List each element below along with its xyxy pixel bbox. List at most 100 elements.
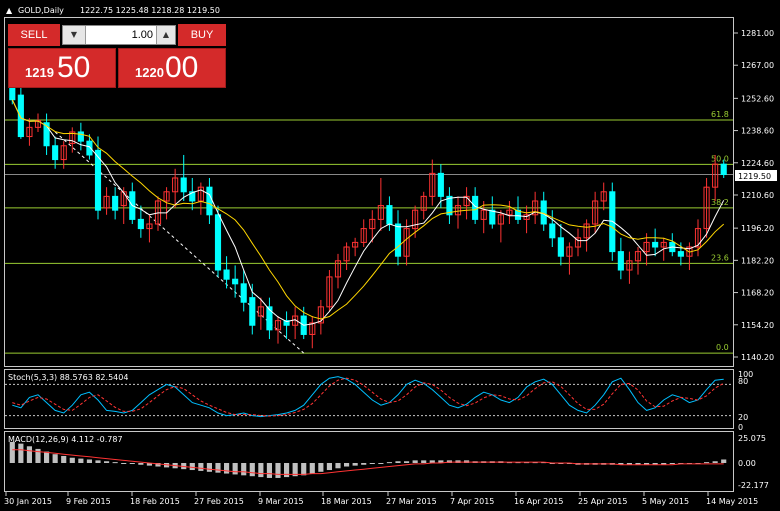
macd-bar [404, 461, 410, 463]
time-axis-label: 18 Mar 2015 [321, 497, 372, 506]
candle-body [549, 223, 556, 239]
candle-body [257, 306, 264, 317]
moving-averages [11, 99, 725, 326]
macd-bar [378, 463, 384, 464]
candle-body [583, 223, 590, 239]
candle-body [643, 241, 650, 253]
macd-bar [721, 459, 727, 463]
candle-body [206, 186, 213, 216]
macd-bar [198, 463, 204, 471]
macd-bar [206, 463, 212, 472]
macd-bar [524, 462, 530, 464]
macd-bar [335, 463, 341, 469]
candle-body [600, 191, 607, 202]
macd-bar [9, 441, 15, 463]
bid-price-button[interactable]: 1219 50 [8, 48, 116, 88]
price-axis-label: 1140.20 [741, 353, 774, 362]
candle-body [446, 195, 453, 216]
macd-bar [712, 461, 718, 463]
lot-size-stepper[interactable]: ▼ ▲ [62, 25, 176, 45]
lot-decrease-icon[interactable]: ▼ [63, 26, 86, 44]
candle-body [317, 306, 324, 324]
candle-body [574, 237, 582, 248]
candle-body [429, 172, 436, 197]
ma-slow-line [11, 99, 725, 320]
candle-body [283, 320, 290, 326]
candle-body [463, 195, 470, 207]
time-axis-label: 30 Jan 2015 [4, 497, 52, 506]
candle-body [137, 218, 144, 230]
price-axis-label: 1238.60 [741, 127, 774, 136]
time-axis-label: 14 May 2015 [706, 497, 758, 506]
macd-bar [669, 463, 675, 464]
macd-bar [361, 463, 367, 465]
candle-body [472, 195, 479, 220]
collapse-arrow-icon[interactable]: ▲ [6, 6, 13, 15]
candle-body [386, 205, 393, 225]
current-price-tag [735, 170, 777, 181]
macd-bar [652, 463, 658, 465]
macd-bar [215, 463, 221, 473]
macd-bar [146, 463, 152, 466]
candle-body [172, 177, 179, 193]
candle-body [334, 260, 342, 278]
macd-bar [421, 460, 427, 463]
macd-bar [61, 455, 67, 463]
ask-price-button[interactable]: 1220 00 [118, 48, 226, 88]
candle-body [617, 251, 624, 271]
macd-signal-line [12, 449, 724, 475]
lot-size-input[interactable] [87, 27, 153, 43]
macd-bar [326, 463, 332, 471]
main-panel[interactable] [4, 17, 734, 367]
price-axis-label: 1168.20 [741, 289, 774, 298]
candle-body [592, 200, 599, 225]
stochastic-lines [5, 376, 733, 418]
candle-body [660, 241, 667, 248]
candle-body [352, 241, 359, 248]
candle-body [343, 246, 350, 262]
buy-button[interactable]: BUY [178, 24, 226, 46]
macd-bar [541, 462, 547, 464]
candle-body [514, 209, 522, 220]
candle-body [394, 223, 402, 257]
macd-bar [429, 460, 435, 463]
fibonacci-retracement[interactable]: 61.8 50.0 38.2 23.6 0.0 [5, 110, 733, 354]
candle-body [52, 145, 59, 161]
candle-body [634, 251, 642, 262]
macd-bar [258, 463, 264, 478]
lot-increase-icon[interactable]: ▲ [156, 26, 175, 44]
macd-bar [78, 458, 84, 463]
ask-price-pips: 00 [165, 51, 199, 84]
candle-body [43, 122, 50, 147]
candle-body [180, 177, 187, 193]
candle-body [626, 260, 633, 271]
stoch-axis-20: 20 [738, 413, 748, 422]
macd-bar [704, 462, 710, 464]
macd-bar [86, 459, 92, 463]
stoch-axis-80: 80 [738, 377, 748, 386]
candle-body [652, 241, 659, 248]
macd-bar [618, 463, 624, 465]
stoch-panel[interactable] [4, 369, 734, 429]
fib-level-label: 61.8 [711, 110, 729, 119]
candles [9, 67, 727, 349]
macd-bar [275, 463, 281, 478]
macd-bars [9, 441, 727, 478]
candle-body [412, 209, 419, 230]
time-axis-label: 27 Mar 2015 [386, 497, 437, 506]
candle-body [69, 131, 76, 144]
macd-bar [318, 463, 324, 472]
candle-body [369, 218, 376, 230]
candle-body [274, 320, 282, 331]
candle-body [360, 228, 367, 243]
candle-body [103, 195, 110, 209]
candle-body [566, 246, 573, 257]
macd-bar [284, 463, 290, 478]
macd-bar [412, 460, 418, 463]
candle-body [214, 214, 222, 271]
macd-bar [301, 463, 307, 476]
macd-panel[interactable] [4, 431, 734, 492]
sell-button[interactable]: SELL [8, 24, 60, 46]
macd-bar [129, 463, 135, 464]
